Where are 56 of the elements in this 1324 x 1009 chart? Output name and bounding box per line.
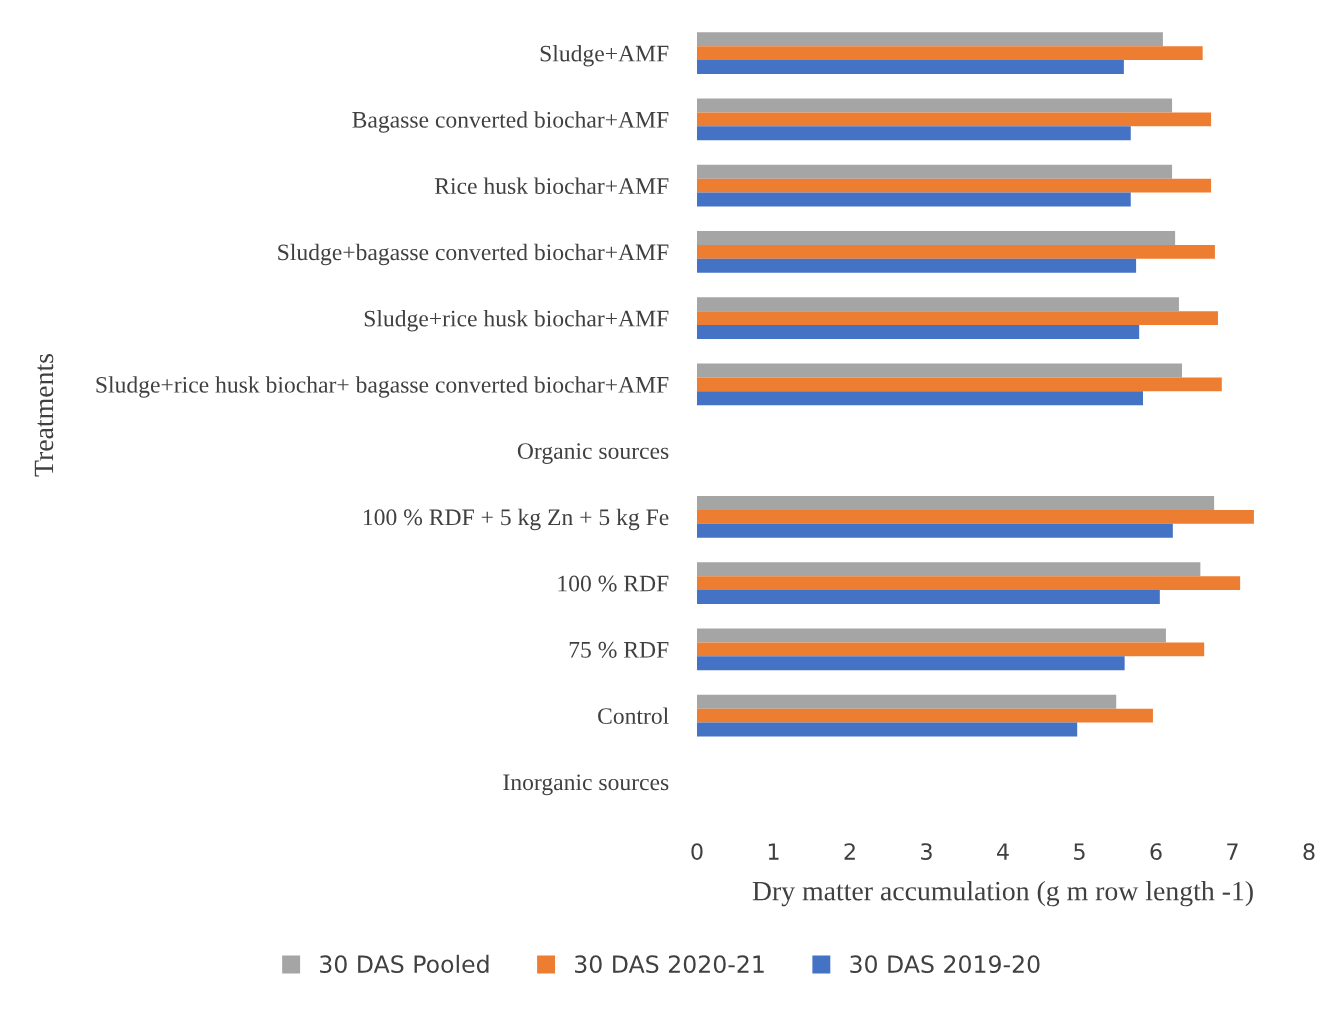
x-tick-label: 4 <box>997 843 1009 860</box>
bar <box>697 576 1241 591</box>
y-tick-label: Sludge+AMF <box>540 44 669 67</box>
bar <box>697 694 1117 709</box>
bar <box>697 98 1173 113</box>
bar <box>697 363 1183 378</box>
bar <box>697 192 1131 207</box>
bar <box>697 244 1215 259</box>
x-tick-label: 3 <box>921 843 932 860</box>
bar <box>697 258 1137 273</box>
y-tick-label: Bagasse converted biochar+AMF <box>352 111 669 133</box>
bar <box>697 126 1131 141</box>
bar <box>697 509 1254 524</box>
bar <box>697 164 1173 179</box>
bar <box>697 46 1203 61</box>
bar <box>697 391 1143 406</box>
y-axis-title: Treatments <box>34 354 54 477</box>
bar <box>697 496 1215 510</box>
y-tick-label: Organic sources <box>517 443 669 464</box>
x-tick-label: 7 <box>1227 843 1238 860</box>
x-tick-label: 1 <box>768 843 779 860</box>
bar <box>697 377 1222 392</box>
bar <box>697 523 1173 538</box>
y-tick-label: Control <box>598 707 669 725</box>
bar <box>697 708 1153 723</box>
y-tick-label: Sludge+rice husk biochar+ bagasse converted biochar+AMF <box>96 376 669 398</box>
bar <box>697 656 1125 671</box>
bar <box>697 311 1218 326</box>
x-tick-label: 6 <box>1150 843 1162 860</box>
bar <box>697 112 1212 127</box>
y-tick-label: 100 % RDF <box>558 575 669 592</box>
x-axis-title: Dry matter accumulation (g m row length -1) <box>752 880 1253 907</box>
x-tick-label: 0 <box>691 843 703 860</box>
bar <box>697 231 1176 245</box>
bar <box>697 562 1201 577</box>
bar <box>697 590 1160 604</box>
legend-label: 30 DAS 2020-21 <box>575 955 764 974</box>
bar <box>697 628 1166 643</box>
y-tick-label: 75 % RDF <box>569 641 669 658</box>
x-tick-label: 2 <box>844 843 855 860</box>
bar <box>697 325 1140 339</box>
y-tick-label: Inorganic sources <box>503 774 669 796</box>
bar <box>697 297 1179 312</box>
legend-label: 30 DAS Pooled <box>320 954 489 974</box>
y-tick-label: Sludge+bagasse converted biochar+AMF <box>278 243 669 266</box>
bar <box>697 722 1078 737</box>
legend-label: 30 DAS 2019-20 <box>850 955 1040 974</box>
y-tick-label: 100 % RDF + 5 kg Zn + 5 kg Fe <box>363 508 669 531</box>
bar <box>697 178 1212 193</box>
x-tick-label: 5 <box>1074 843 1085 860</box>
y-tick-label: Sludge+rice husk biochar+AMF <box>364 309 669 332</box>
bar <box>697 642 1205 657</box>
bar <box>697 60 1124 74</box>
x-tick-label: 8 <box>1303 843 1315 860</box>
bar <box>697 32 1163 47</box>
y-tick-label: Rice husk biochar+AMF <box>434 177 669 195</box>
